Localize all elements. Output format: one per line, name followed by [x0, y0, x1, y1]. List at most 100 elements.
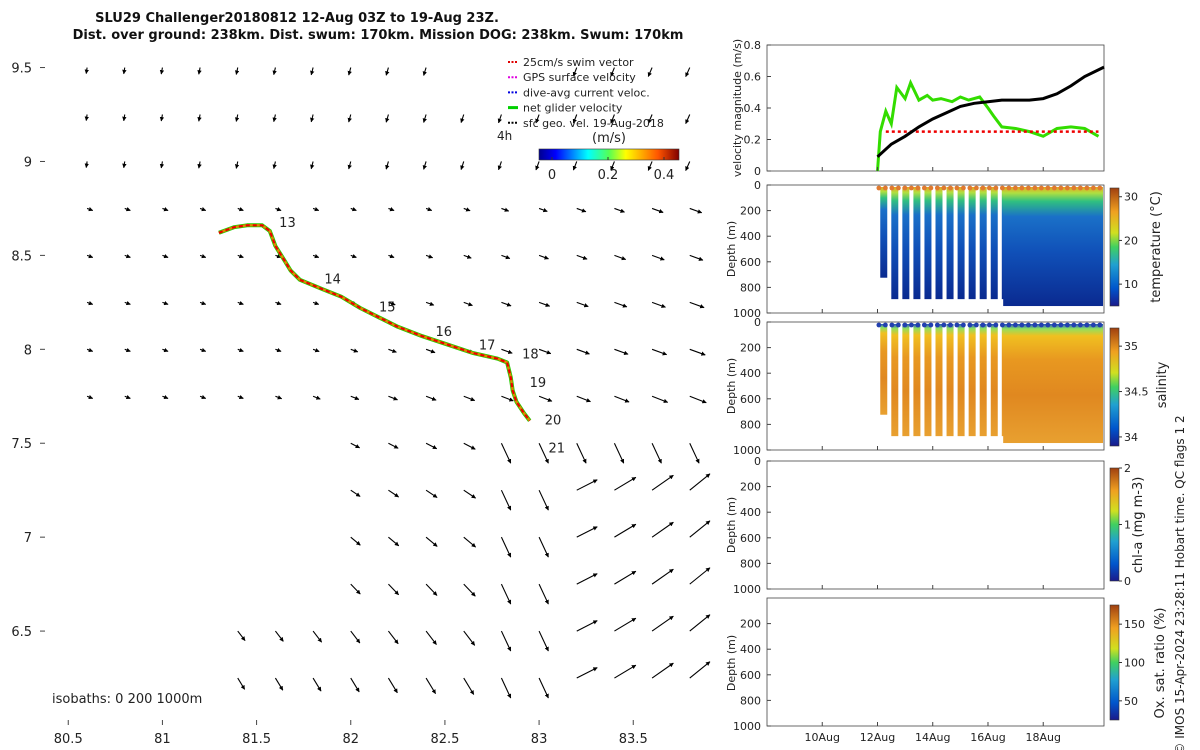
surface-sample: [999, 322, 1005, 328]
surface-sample: [1077, 322, 1083, 328]
profile-column: [968, 324, 976, 437]
surface-sample: [947, 185, 953, 191]
map-y-tick-label: 6.5: [11, 625, 32, 640]
surface-sample: [934, 185, 940, 191]
current-vector-field: [84, 67, 711, 699]
surface-sample: [973, 185, 979, 191]
colorbar-tick-label: 150: [1124, 618, 1145, 631]
surface-sample: [1012, 185, 1018, 191]
current-vector: [647, 114, 653, 124]
surface-sample: [1090, 185, 1096, 191]
surface-sample: [941, 322, 947, 328]
current-vector: [576, 667, 598, 679]
chla-ylabel: Depth (m): [725, 497, 738, 553]
surface-sample: [1097, 322, 1103, 328]
surface-sample: [973, 322, 979, 328]
profile-column: [913, 324, 921, 437]
current-vector: [86, 254, 94, 259]
current-vector: [501, 254, 511, 260]
current-vector: [538, 536, 549, 558]
vel-y-tick-label: 0.2: [744, 134, 762, 147]
profile-column: [935, 187, 943, 300]
surface-sample: [915, 185, 921, 191]
current-vector: [614, 664, 637, 679]
surface-sample: [902, 185, 908, 191]
current-vector: [275, 207, 282, 212]
day-labels: 13 14 15 16 17 18 19 20 21: [279, 216, 565, 456]
surface-sample: [908, 322, 914, 328]
current-vector: [651, 301, 666, 308]
depth-tick-label: 1000: [733, 307, 761, 320]
surface-sample: [960, 322, 966, 328]
colorbar-tick-label: 10: [1124, 278, 1138, 291]
depth-tick-label: 800: [740, 694, 761, 707]
date-tick-label: 10Aug: [805, 731, 840, 744]
chla-y-ticks: 0 200 400 600 800 1000: [733, 455, 771, 596]
oxygen-x-ticks: 10Aug 12Aug 14Aug 16Aug 18Aug: [805, 167, 1061, 744]
current-vector: [500, 583, 512, 605]
map-cb-tick-label: 0.4: [654, 168, 675, 183]
current-vector: [347, 114, 352, 123]
current-vector: [234, 67, 240, 75]
depth-tick-label: 0: [754, 316, 761, 329]
depth-tick-label: 600: [740, 669, 761, 682]
current-vector: [463, 489, 476, 499]
map-x-tick-label: 81.5: [242, 732, 271, 747]
depth-tick-label: 200: [740, 342, 761, 355]
depth-tick-label: 200: [740, 481, 761, 494]
current-vector: [312, 630, 323, 643]
current-vector: [500, 489, 512, 511]
current-vector: [350, 489, 361, 497]
surface-sample: [1032, 322, 1038, 328]
surface-sample: [1084, 322, 1090, 328]
salinity-profiles: [876, 322, 1103, 444]
current-vector: [425, 677, 437, 695]
colorbar-tick-label: 2: [1124, 462, 1131, 475]
surface-sample: [1058, 322, 1064, 328]
current-vector: [614, 395, 630, 403]
profile-column: [957, 324, 965, 437]
current-vector: [350, 395, 360, 401]
current-vector: [647, 161, 653, 171]
date-tick-label: 18Aug: [1025, 731, 1060, 744]
current-vector: [275, 395, 283, 400]
day-label: 20: [545, 413, 562, 428]
depth-tick-label: 200: [740, 618, 761, 631]
salinity-colorbar: [1109, 327, 1120, 447]
current-vector: [463, 395, 476, 402]
chla-colorbar: [1109, 467, 1120, 582]
chla-colorbar-label: chl-a (mg m-3): [1131, 477, 1146, 574]
current-vector: [689, 395, 707, 404]
temperature-colorbar: [1109, 187, 1120, 307]
current-vector: [237, 207, 244, 212]
profile-column: [946, 324, 954, 437]
current-vector: [651, 442, 662, 464]
current-vector: [84, 67, 89, 75]
surface-sample: [1038, 322, 1044, 328]
surface-sample: [889, 322, 895, 328]
current-vector: [124, 394, 131, 400]
legend-entry: 25cm/s swim vector: [523, 56, 634, 69]
current-vector: [310, 67, 315, 76]
surface-sample: [1006, 322, 1012, 328]
profile-column: [957, 187, 965, 300]
track-map: 13 14 15 16 17 18 19 20 21 80.5 81 81.5 82 82.5 83 83.…: [11, 45, 718, 747]
current-vector: [689, 348, 706, 356]
surface-sample: [1038, 185, 1044, 191]
profile-column: [979, 187, 987, 300]
legend-scale-label: 4h: [497, 129, 512, 143]
current-vector: [651, 521, 674, 538]
current-vector: [162, 394, 169, 400]
depth-tick-label: 600: [740, 393, 761, 406]
temperature-profiles: [876, 185, 1103, 307]
right-panels: 0 0.2 0.4 0.6 0.8 velocity magnitude (m/s) 0…: [725, 39, 1170, 744]
current-vector: [689, 301, 705, 309]
current-vector: [237, 394, 244, 400]
temperature-ylabel: Depth (m): [725, 221, 738, 277]
current-vector: [576, 573, 598, 585]
current-vector: [501, 301, 512, 307]
chart-title-line2: Dist. over ground: 238km. Dist. swum: 17…: [73, 28, 684, 43]
current-vector: [312, 207, 320, 212]
depth-tick-label: 1000: [733, 444, 761, 457]
